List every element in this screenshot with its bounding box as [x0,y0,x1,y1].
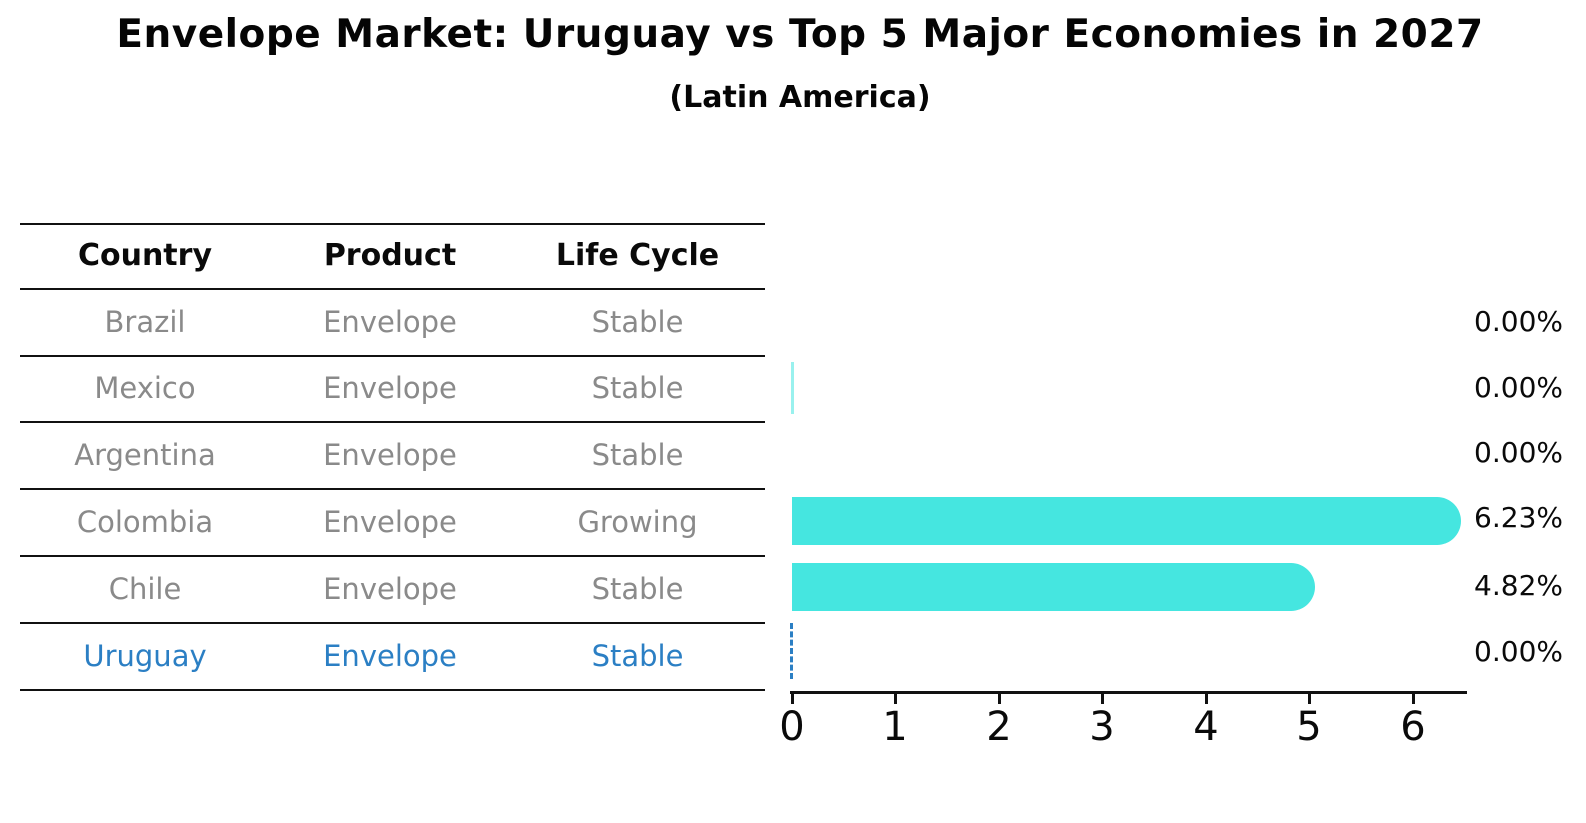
x-tick [791,691,794,704]
x-tick-label: 1 [882,704,908,750]
x-tick-label: 2 [986,704,1012,750]
col-header-product: Product [323,238,457,273]
cell-country: Uruguay [83,638,207,673]
table-row-colombia: Colombia Envelope Growing [20,488,765,555]
x-tick [998,691,1001,704]
cell-product: Envelope [323,304,457,339]
col-header-life-cycle: Life Cycle [555,238,720,273]
cell-product: Envelope [323,638,457,673]
table-rule [20,622,765,624]
table-rule-header [20,288,765,290]
table-row-uruguay: Uruguay Envelope Stable [20,622,765,689]
cell-country: Chile [108,571,182,606]
x-tick-label: 6 [1400,704,1426,750]
cell-life-cycle: Growing [577,504,698,539]
x-tick [1308,691,1311,704]
x-tick [894,691,897,704]
cell-country: Argentina [74,437,216,472]
table-row-argentina: Argentina Envelope Stable [20,421,765,488]
table-row-mexico: Mexico Envelope Stable [20,355,765,421]
table-row-chile: Chile Envelope Stable [20,555,765,622]
table-rule [20,421,765,423]
x-tick [1205,691,1208,704]
bar-chile [792,563,1315,611]
cell-life-cycle: Stable [591,371,684,405]
cell-country: Brazil [104,304,186,339]
table-rule-bottom [20,689,765,691]
x-tick-label: 0 [779,704,805,750]
value-label-argentina: 0.00% [1474,436,1563,469]
table-header-row: Country Product Life Cycle [20,223,765,288]
cell-life-cycle: Stable [591,437,684,472]
cell-product: Envelope [323,571,457,606]
col-header-country: Country [77,238,213,273]
cell-country: Colombia [76,504,214,539]
value-label-brazil: 0.00% [1474,305,1563,338]
x-tick-label: 3 [1089,704,1115,750]
x-tick-label: 4 [1193,704,1219,750]
bar-colombia [792,497,1461,545]
table-rule [20,355,765,357]
value-label-uruguay: 0.00% [1474,635,1563,668]
cell-product: Envelope [323,371,457,405]
chart-subtitle: (Latin America) [669,80,931,115]
cell-life-cycle: Stable [591,571,684,606]
table-rule-top [20,223,765,225]
x-axis-line [790,691,1467,694]
cell-life-cycle: Stable [591,638,684,673]
value-label-colombia: 6.23% [1474,501,1563,534]
chart-title: Envelope Market: Uruguay vs Top 5 Major … [116,12,1484,57]
cell-life-cycle: Stable [591,304,684,339]
table-row-brazil: Brazil Envelope Stable [20,288,765,355]
x-tick-label: 5 [1296,704,1322,750]
x-tick [1101,691,1104,704]
cell-country: Mexico [94,371,196,405]
table-rule [20,488,765,490]
cell-product: Envelope [323,437,457,472]
cell-product: Envelope [323,504,457,539]
table-rule [20,555,765,557]
bar-mexico-zero-sliver [791,362,794,414]
uruguay-zero-dashed-marker [790,623,793,679]
value-label-mexico: 0.00% [1474,371,1563,404]
x-tick [1412,691,1415,704]
value-label-chile: 4.82% [1474,569,1563,602]
